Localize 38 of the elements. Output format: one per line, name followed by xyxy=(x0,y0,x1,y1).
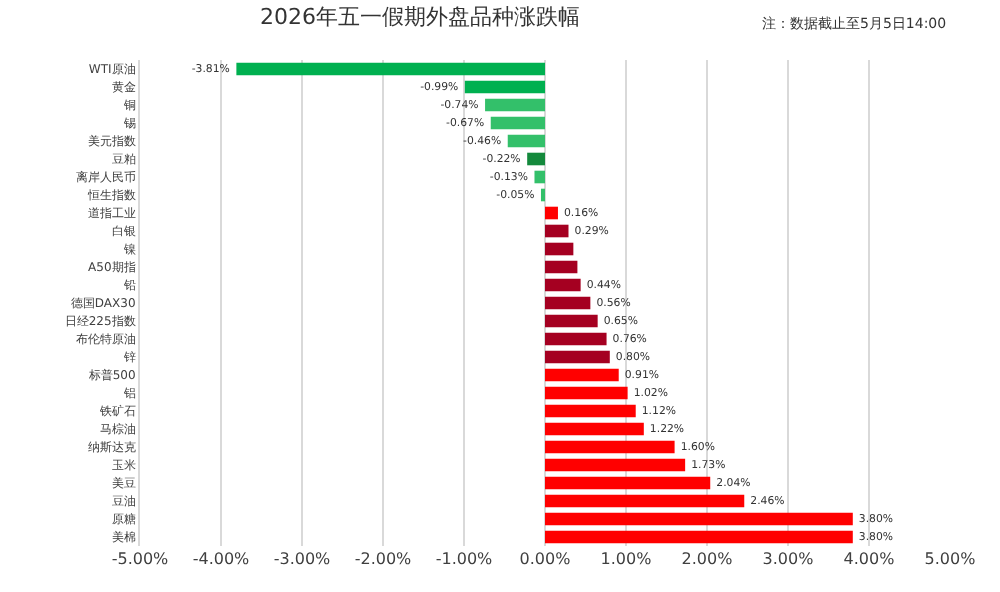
bar xyxy=(545,386,628,400)
bar xyxy=(507,134,545,148)
bar xyxy=(545,314,598,328)
bar xyxy=(545,494,745,508)
bar xyxy=(545,368,619,382)
bar xyxy=(545,242,574,256)
x-tick-label: -5.00% xyxy=(111,550,170,568)
bar xyxy=(545,530,853,544)
bar xyxy=(545,440,675,454)
x-tick-label: -1.00% xyxy=(435,550,494,568)
bar xyxy=(545,206,558,220)
bar xyxy=(545,260,578,274)
bar xyxy=(545,278,581,292)
bar xyxy=(464,80,545,94)
bar xyxy=(545,224,569,238)
x-tick-label: -3.00% xyxy=(273,550,332,568)
bar xyxy=(545,422,644,436)
x-tick-label: 2.00% xyxy=(681,550,734,568)
bar xyxy=(236,62,545,76)
bar xyxy=(545,404,636,418)
x-tick-label: 5.00% xyxy=(924,550,977,568)
bar xyxy=(490,116,545,130)
x-tick-label: -2.00% xyxy=(354,550,413,568)
x-tick-label: 1.00% xyxy=(600,550,653,568)
bar xyxy=(545,476,711,490)
bar xyxy=(485,98,545,112)
bar xyxy=(545,332,607,346)
chart-title: 2026年五一假期外盘品种涨跌幅 xyxy=(260,4,580,31)
x-tick-label: 4.00% xyxy=(843,550,896,568)
bar xyxy=(545,512,853,526)
x-tick-label: 0.00% xyxy=(519,550,572,568)
bar xyxy=(534,170,545,184)
x-tick-label: -4.00% xyxy=(192,550,251,568)
x-tick-label: 3.00% xyxy=(762,550,815,568)
bar xyxy=(545,350,610,364)
bar xyxy=(545,296,591,310)
bar xyxy=(545,458,686,472)
bar xyxy=(527,152,545,166)
